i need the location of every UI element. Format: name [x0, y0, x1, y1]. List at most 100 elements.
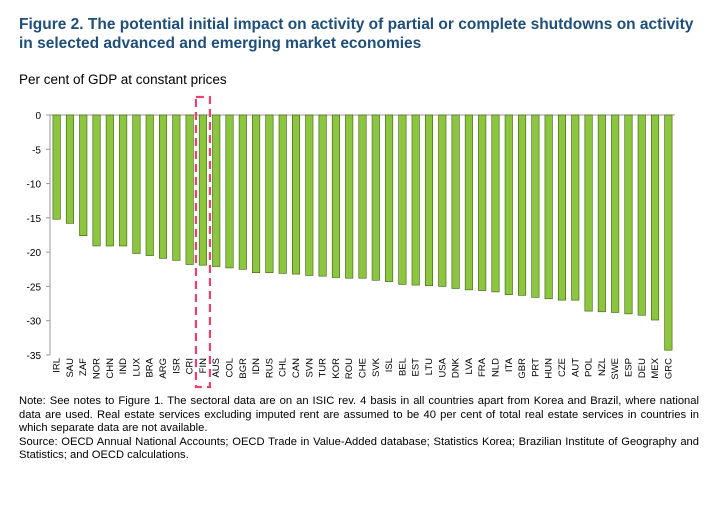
- x-tick-label: LVA: [464, 357, 475, 374]
- bar: [371, 114, 380, 281]
- x-tick-label: KOR: [331, 358, 342, 379]
- bar: [305, 114, 314, 276]
- note-text: Note: See notes to Figure 1. The sectora…: [19, 395, 699, 435]
- x-tick-label: COL: [225, 358, 236, 378]
- bar: [145, 114, 154, 256]
- bar: [584, 114, 593, 312]
- bar: [491, 114, 500, 293]
- x-tick-label: ITA: [504, 357, 515, 372]
- x-tick-label: ROU: [344, 358, 355, 379]
- x-tick-label: NZL: [597, 358, 608, 376]
- x-tick-label: GRC: [663, 358, 674, 379]
- bar: [597, 114, 606, 313]
- x-tick-label: IRL: [52, 358, 63, 373]
- bar: [438, 114, 447, 287]
- bar: [238, 114, 247, 270]
- x-tick-label: PRT: [530, 358, 541, 377]
- y-tick-label: -30: [27, 317, 42, 328]
- x-tick-label: NOR: [92, 358, 103, 379]
- y-tick-label: -15: [27, 214, 42, 225]
- figure-title: Figure 2. The potential initial impact o…: [19, 16, 694, 52]
- bar: [225, 114, 234, 269]
- x-tick-label: CHE: [358, 358, 369, 378]
- bar: [424, 114, 434, 287]
- x-tick-label: LTU: [424, 358, 435, 375]
- source-text: Source: OECD Annual National Accounts; O…: [19, 435, 699, 462]
- highlight-box: [194, 95, 212, 389]
- bar: [385, 114, 394, 282]
- bar: [198, 114, 207, 266]
- bar: [252, 114, 261, 274]
- bar: [557, 114, 566, 301]
- bar: [345, 114, 354, 279]
- bar: [318, 114, 327, 277]
- bar: [265, 114, 274, 274]
- bar: [159, 114, 168, 259]
- bar: [132, 114, 141, 254]
- x-tick-label: SVN: [304, 358, 315, 378]
- x-tick-label: IND: [118, 358, 129, 375]
- x-tick-label: FIN: [198, 358, 209, 373]
- x-tick-label: GBR: [517, 358, 528, 379]
- bar: [398, 114, 407, 285]
- x-tick-label: SWE: [610, 358, 621, 380]
- x-tick-label: ISR: [171, 358, 182, 374]
- bar: [571, 114, 580, 301]
- x-tick-label: ZAF: [78, 358, 89, 376]
- bar: [611, 114, 620, 313]
- bar: [119, 114, 128, 247]
- y-tick-label: -10: [27, 180, 42, 191]
- bar: [105, 114, 114, 247]
- bar: [185, 114, 194, 265]
- bar: [411, 114, 420, 286]
- x-tick-label: ESP: [623, 358, 634, 377]
- y-tick-label: -25: [27, 282, 42, 293]
- bar: [478, 114, 487, 291]
- x-tick-label: DNK: [451, 357, 462, 378]
- bar: [451, 114, 460, 289]
- notes-block: Note: See notes to Figure 1. The sectora…: [19, 395, 699, 463]
- x-tick-label: HUN: [544, 358, 555, 379]
- bar: [464, 114, 473, 291]
- x-tick-label: USA: [437, 357, 448, 377]
- bar: [172, 114, 181, 261]
- x-tick-label: SVK: [371, 357, 382, 377]
- y-tick-label: -20: [27, 248, 42, 259]
- bar: [278, 114, 287, 274]
- bar: [65, 114, 74, 224]
- x-tick-label: CHL: [278, 358, 289, 377]
- x-tick-label: ARG: [158, 358, 169, 379]
- y-tick-label: -35: [27, 351, 42, 362]
- x-tick-label: SAU: [65, 358, 76, 378]
- x-tick-label: RUS: [264, 358, 275, 378]
- bar: [79, 114, 88, 236]
- x-tick-label: NLD: [490, 358, 501, 377]
- x-tick-label: CHN: [105, 358, 116, 379]
- x-tick-label: BEL: [397, 358, 408, 376]
- bar: [504, 114, 513, 295]
- bar: [92, 114, 101, 247]
- x-tick-label: FRA: [477, 357, 488, 377]
- bar: [637, 114, 646, 316]
- x-tick-label: CRI: [185, 358, 196, 374]
- bar: [358, 114, 367, 279]
- x-tick-label: POL: [584, 358, 595, 377]
- x-tick-label: CZE: [557, 358, 568, 377]
- y-tick-label: -5: [32, 145, 41, 156]
- x-tick-label: ISL: [384, 358, 395, 372]
- bar: [544, 114, 553, 300]
- x-tick-label: BRA: [145, 357, 156, 377]
- bar: [624, 114, 633, 315]
- bar: [212, 114, 221, 267]
- x-tick-label: DEU: [637, 358, 648, 378]
- x-tick-label: LUX: [131, 357, 142, 376]
- x-tick-label: TUR: [318, 358, 329, 378]
- y-axis-label: Per cent of GDP at constant prices: [19, 72, 227, 87]
- x-tick-label: IDN: [251, 358, 262, 375]
- x-tick-label: BGR: [238, 358, 249, 379]
- y-tick-label: 0: [35, 111, 41, 122]
- bar: [331, 114, 340, 278]
- bar: [518, 114, 527, 296]
- x-tick-label: AUT: [570, 358, 581, 377]
